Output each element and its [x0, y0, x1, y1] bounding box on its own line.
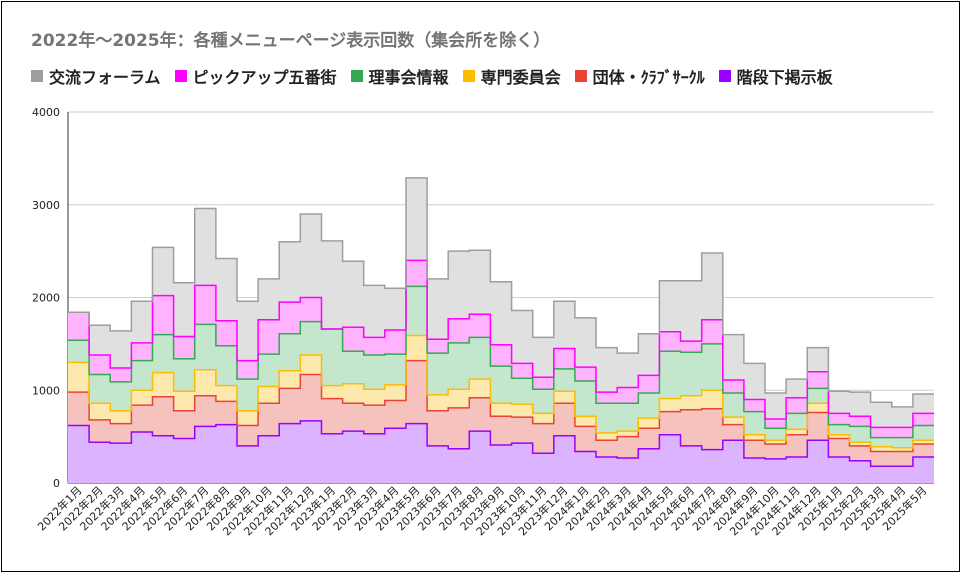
legend-item: ピックアップ五番街 — [174, 64, 337, 88]
legend-label: 専門委員会 — [480, 68, 561, 87]
legend-swatch — [174, 70, 187, 82]
series-line — [68, 420, 934, 468]
legend-swatch — [462, 70, 475, 82]
series-area — [68, 360, 934, 467]
legend-label: 階段下掲示板 — [736, 68, 833, 87]
legend-item: 交流フォーラム — [31, 64, 161, 88]
series-line — [68, 285, 934, 439]
legend-swatch — [574, 70, 587, 82]
series-line — [68, 259, 934, 429]
series-area — [68, 420, 934, 483]
series-area — [68, 260, 934, 438]
chart-title: 2022年～2025年：各種メニューページ表示回数（集会所を除く） — [31, 31, 551, 51]
legend-label: 交流フォーラム — [49, 68, 161, 87]
legend-item: 理事会情報 — [350, 64, 449, 88]
chart-legend: 交流フォーラム ピックアップ五番街 理事会情報 専門委員会 団体・ｸﾗﾌﾞｻｰｸﾙ 階段下… — [31, 64, 847, 88]
legend-swatch — [350, 70, 363, 82]
series-line — [68, 359, 934, 453]
y-tick-label: 2000 — [32, 292, 60, 305]
legend-item: 階段下掲示板 — [718, 64, 833, 88]
series-area — [68, 286, 934, 448]
legend-item: 専門委員会 — [462, 64, 561, 88]
legend-swatch — [718, 70, 731, 82]
y-tick-label: 1000 — [32, 384, 60, 397]
legend-item: 団体・ｸﾗﾌﾞｻｰｸﾙ — [574, 64, 705, 88]
y-tick-label: 0 — [53, 477, 60, 490]
y-tick-label: 4000 — [32, 106, 60, 119]
legend-label: 団体・ｸﾗﾌﾞｻｰｸﾙ — [592, 68, 705, 87]
legend-swatch — [31, 70, 43, 82]
series-line — [68, 334, 934, 449]
y-tick-label: 3000 — [32, 199, 60, 212]
series-area — [68, 177, 934, 428]
legend-label: 理事会情報 — [368, 68, 449, 87]
series-line — [68, 177, 934, 408]
legend-label: ピックアップ五番街 — [192, 68, 337, 87]
